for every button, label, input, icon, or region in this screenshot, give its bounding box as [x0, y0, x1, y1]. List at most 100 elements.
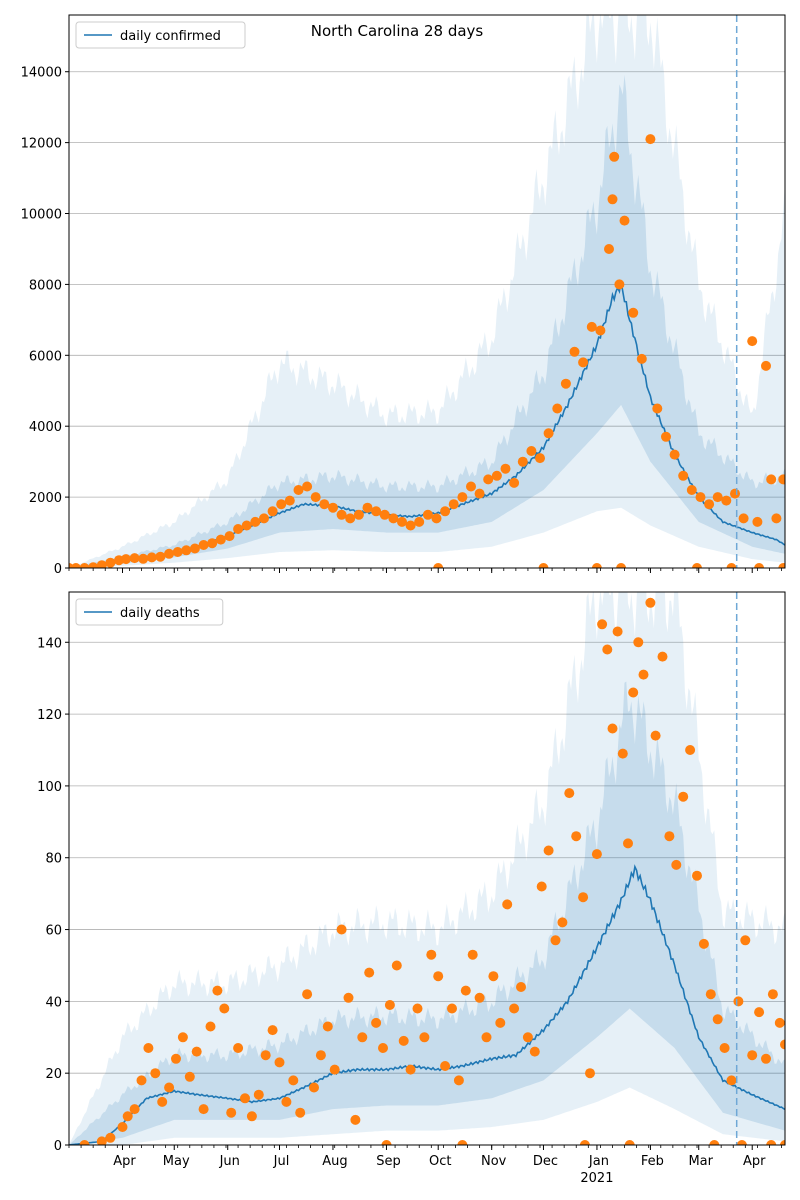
data-point — [578, 892, 589, 903]
data-point — [628, 687, 639, 698]
data-point — [616, 563, 627, 568]
data-point — [591, 849, 602, 860]
data-point — [253, 1089, 264, 1100]
data-point — [164, 548, 175, 559]
data-point — [538, 563, 549, 568]
series-line — [69, 864, 785, 1145]
data-point — [281, 1096, 292, 1107]
x-tick-label: Jun — [219, 1154, 240, 1169]
y-tick-label: 40 — [45, 995, 62, 1010]
data-point — [246, 1111, 257, 1122]
data-point — [522, 1032, 533, 1043]
data-point — [526, 446, 537, 456]
chart-panel-confirmed: 0 2000 4000 6000 8000 10000 12000 14000 daily co… — [21, 14, 786, 577]
data-point — [585, 1068, 595, 1079]
x-tick-label: Nov — [481, 1154, 507, 1169]
data-point — [184, 1071, 195, 1082]
legend-label: daily confirmed — [120, 29, 221, 44]
data-point — [709, 1140, 720, 1145]
data-point — [448, 499, 459, 510]
data-point — [571, 831, 582, 842]
data-point — [474, 488, 485, 499]
data-point — [322, 1021, 333, 1032]
data-point — [191, 1046, 202, 1057]
plot-area — [69, 15, 785, 568]
data-point — [284, 495, 295, 506]
data-point — [602, 644, 613, 655]
data-point — [698, 938, 709, 949]
data-point — [614, 279, 625, 290]
data-point — [780, 1039, 785, 1050]
data-point — [761, 1053, 771, 1064]
data-point — [535, 453, 545, 464]
data-point — [241, 520, 252, 531]
data-point — [543, 845, 554, 856]
x-tick-label: Mar — [688, 1154, 713, 1169]
data-point — [661, 431, 671, 442]
data-point — [579, 1140, 590, 1145]
data-point — [120, 554, 131, 565]
data-point — [774, 1017, 785, 1028]
data-point — [146, 552, 157, 563]
data-point — [671, 859, 682, 870]
data-point — [502, 899, 513, 910]
data-point — [767, 989, 778, 1000]
data-point — [607, 723, 618, 734]
data-point — [612, 626, 623, 637]
data-point — [96, 560, 107, 568]
data-point — [88, 562, 99, 568]
data-point — [295, 1107, 306, 1118]
y-tick-label: 120 — [37, 708, 62, 723]
data-point — [678, 470, 689, 481]
data-point — [357, 1032, 368, 1043]
y-tick-label: 8000 — [29, 278, 62, 293]
data-point — [638, 669, 649, 680]
data-point — [645, 134, 656, 145]
data-point — [500, 463, 511, 474]
x-tick-label: Apr — [743, 1154, 766, 1169]
data-point — [364, 967, 375, 978]
x-tick-label: Feb — [641, 1154, 664, 1169]
data-point — [633, 637, 644, 648]
uncertainty-band-outer — [69, 592, 785, 1145]
plot-area — [69, 592, 785, 1145]
data-point — [302, 989, 313, 1000]
data-point — [293, 485, 304, 495]
data-point — [405, 520, 416, 531]
data-point — [457, 1140, 468, 1145]
y-tick-label: 4000 — [29, 420, 62, 435]
data-point — [617, 748, 628, 759]
y-tick-label: 12000 — [21, 137, 62, 152]
data-point — [636, 353, 647, 364]
data-point — [79, 563, 90, 568]
data-point — [129, 553, 140, 564]
data-point — [597, 619, 608, 630]
data-point — [483, 474, 494, 485]
plot-frame — [68, 14, 786, 569]
legend-label: daily deaths — [120, 606, 200, 621]
data-point — [652, 403, 663, 414]
data-point — [172, 547, 183, 557]
data-point — [288, 1075, 299, 1086]
data-point — [529, 1046, 540, 1057]
y-tick-label: 20 — [45, 1067, 62, 1082]
y-tick-label: 0 — [54, 1139, 62, 1154]
data-point — [578, 357, 589, 368]
data-point — [678, 791, 689, 802]
y-tick-label: 80 — [45, 852, 62, 867]
data-point — [712, 492, 723, 503]
data-point — [766, 474, 777, 485]
data-point — [778, 474, 785, 485]
data-point — [686, 485, 697, 495]
data-point — [267, 1025, 278, 1036]
data-point — [488, 971, 499, 982]
data-point — [198, 540, 209, 550]
legend: daily deaths — [75, 598, 224, 626]
data-point — [669, 449, 680, 460]
x-tick-label: Oct — [429, 1154, 451, 1169]
data-point — [778, 563, 785, 568]
data-point — [619, 215, 630, 226]
data-point — [233, 1043, 244, 1053]
data-point — [143, 1043, 154, 1053]
y-tick-label: 10000 — [21, 208, 62, 223]
